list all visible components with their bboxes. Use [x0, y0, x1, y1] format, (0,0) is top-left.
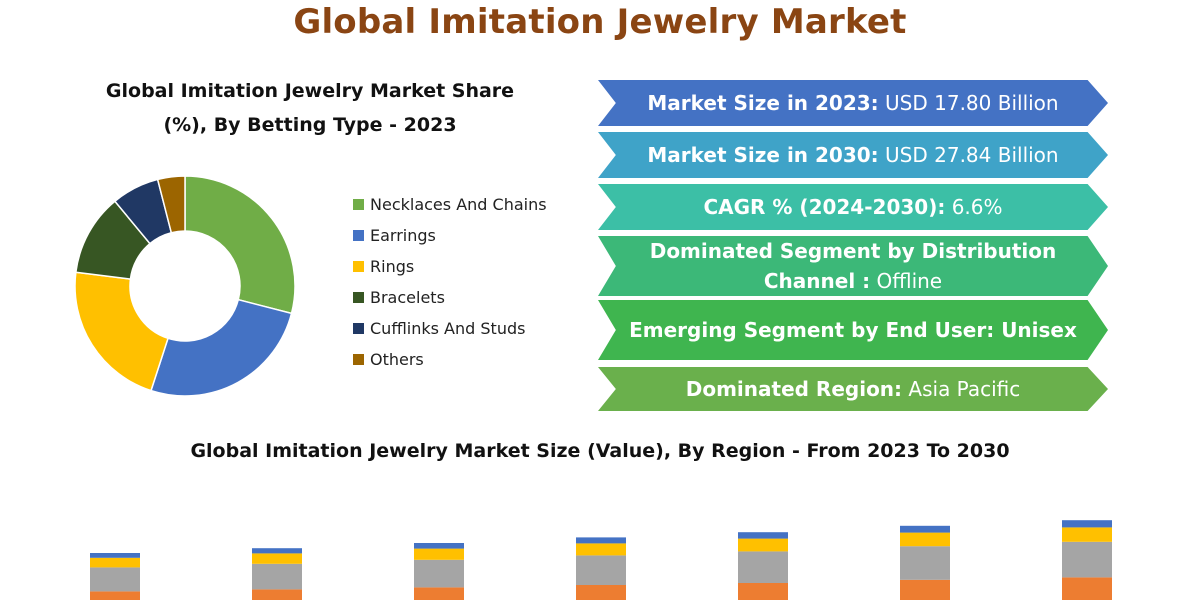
donut-slice-5 [156, 175, 186, 234]
metric-banner: Market Size in 2023: USD 17.80 Billion [598, 80, 1108, 126]
bar-segment-4-0 [738, 583, 788, 600]
metric-banner: Market Size in 2030: USD 27.84 Billion [598, 132, 1108, 178]
banner-value: USD 17.80 Billion [878, 91, 1059, 115]
banner-text: Dominated Segment by Distribution Channe… [598, 236, 1108, 296]
banner-text: Market Size in 2023: USD 17.80 Billion [647, 88, 1058, 118]
legend-swatch [353, 230, 364, 241]
banner-label: Dominated Region: [685, 377, 903, 401]
bar-segment-6-0 [1062, 577, 1112, 600]
bar-segment-2-0 [414, 587, 464, 600]
legend-item: Rings [353, 251, 547, 282]
banner-value: Asia Pacific [902, 377, 1021, 401]
legend-swatch [353, 354, 364, 365]
donut-slice-0 [184, 175, 296, 315]
bar-segment-5-1 [900, 546, 950, 580]
metric-banner: Dominated Region: Asia Pacific [598, 367, 1108, 411]
bar-segment-5-3 [900, 525, 950, 533]
bar-segment-0-1 [90, 567, 140, 592]
banner-text: Emerging Segment by End User: Unisex [629, 315, 1077, 345]
metric-banner: Emerging Segment by End User: Unisex [598, 300, 1108, 360]
bar-segment-2-1 [414, 559, 464, 588]
legend-label: Others [370, 350, 424, 369]
donut-slice-2 [74, 271, 169, 392]
metric-banner: Dominated Segment by Distribution Channe… [598, 236, 1108, 296]
legend-swatch [353, 199, 364, 210]
stacked-bar-chart [90, 520, 1112, 600]
bar-segment-1-1 [252, 563, 302, 590]
banner-value: USD 27.84 Billion [878, 143, 1059, 167]
bar-segment-1-0 [252, 589, 302, 600]
banner-label: Dominated Segment by Distribution Channe… [649, 239, 1057, 293]
bar-segment-3-0 [576, 585, 626, 600]
bar-segment-5-2 [900, 532, 950, 547]
banner-label: CAGR % (2024-2030): [703, 195, 946, 219]
banner-label: Market Size in 2023: [647, 91, 879, 115]
bar-segment-0-2 [90, 557, 140, 568]
legend-label: Bracelets [370, 288, 445, 307]
banner-value: Offline [870, 269, 943, 293]
bar-chart-title: Global Imitation Jewelry Market Size (Va… [190, 440, 1010, 462]
pie-title-line-1: Global Imitation Jewelry Market Share [105, 80, 515, 102]
banner-text: Dominated Region: Asia Pacific [686, 374, 1021, 404]
bar-segment-6-3 [1062, 520, 1112, 528]
banner-label: Emerging Segment by End User: Unisex [629, 318, 1077, 342]
bar-segment-1-2 [252, 553, 302, 564]
legend-label: Earrings [370, 226, 436, 245]
legend-label: Necklaces And Chains [370, 195, 547, 214]
bar-segment-4-3 [738, 532, 788, 539]
donut-slice-1 [150, 298, 293, 397]
infographic-title: Global Imitation Jewelry Market [293, 2, 907, 42]
legend-item: Cufflinks And Studs [353, 313, 547, 344]
legend-item: Bracelets [353, 282, 547, 313]
banner-value: 6.6% [945, 195, 1003, 219]
legend-label: Rings [370, 257, 415, 276]
bar-segment-4-2 [738, 538, 788, 552]
bar-segment-0-3 [90, 553, 140, 558]
bar-segment-6-1 [1062, 541, 1112, 578]
bar-segment-3-3 [576, 537, 626, 544]
pie-title-line-2: (%), By Betting Type - 2023 [163, 114, 457, 136]
bar-segment-6-2 [1062, 527, 1112, 542]
legend-item: Others [353, 344, 547, 375]
bar-segment-3-2 [576, 543, 626, 556]
pie-legend: Necklaces And Chains Earrings Rings Bracele… [353, 189, 547, 375]
legend-swatch [353, 292, 364, 303]
metric-banner: CAGR % (2024-2030): 6.6% [598, 184, 1108, 230]
legend-item: Necklaces And Chains [353, 189, 547, 220]
bar-segment-3-1 [576, 555, 626, 585]
banner-text: CAGR % (2024-2030): 6.6% [703, 192, 1002, 222]
legend-label: Cufflinks And Studs [370, 319, 526, 338]
bar-segment-5-0 [900, 579, 950, 600]
donut-chart [74, 175, 296, 397]
legend-swatch [353, 323, 364, 334]
legend-item: Earrings [353, 220, 547, 251]
bar-segment-0-0 [90, 591, 140, 600]
bar-segment-2-3 [414, 543, 464, 549]
bar-segment-1-3 [252, 548, 302, 554]
bar-segment-2-2 [414, 548, 464, 560]
legend-swatch [353, 261, 364, 272]
banner-text: Market Size in 2030: USD 27.84 Billion [647, 140, 1058, 170]
banner-label: Market Size in 2030: [647, 143, 879, 167]
pie-chart-title: Global Imitation Jewelry Market Share (%… [70, 74, 550, 142]
bar-segment-4-1 [738, 551, 788, 583]
